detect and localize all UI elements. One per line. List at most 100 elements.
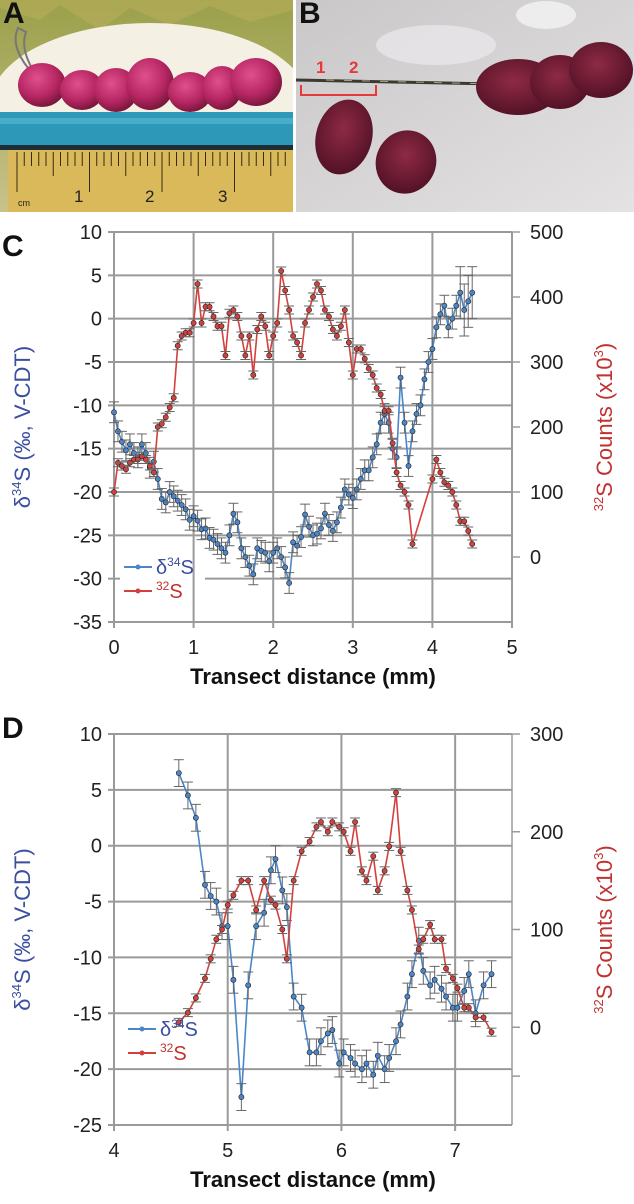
data-point xyxy=(417,402,424,409)
data-point xyxy=(224,902,231,908)
data-point xyxy=(266,352,273,359)
data-point xyxy=(230,307,237,313)
legend-marker xyxy=(139,1026,145,1032)
data-point xyxy=(262,323,269,330)
data-point xyxy=(134,456,141,463)
y2-tick-label: 500 xyxy=(530,222,563,244)
data-point xyxy=(111,489,117,495)
photo-b-image: 1 2 xyxy=(296,0,634,212)
data-point xyxy=(404,993,411,1000)
data-point xyxy=(443,965,449,972)
data-point xyxy=(272,856,279,863)
data-point xyxy=(226,310,233,317)
data-point xyxy=(465,298,472,305)
data-point xyxy=(369,372,376,378)
data-point xyxy=(461,988,468,994)
data-point xyxy=(150,469,157,476)
data-point xyxy=(345,491,352,498)
x-tick-label: 5 xyxy=(222,1140,233,1162)
data-point xyxy=(290,993,297,1000)
data-point xyxy=(318,287,324,294)
y-axis-title: δ34S (‰, V-CDT) xyxy=(9,848,35,1010)
panel-letter-c: C xyxy=(2,230,24,263)
data-point xyxy=(202,525,209,532)
data-point xyxy=(438,936,445,943)
data-point xyxy=(213,936,220,943)
data-point xyxy=(480,982,487,989)
data-point xyxy=(261,877,268,884)
y2-tick-label: 0 xyxy=(530,547,541,569)
data-point xyxy=(393,1038,399,1045)
data-point xyxy=(298,534,304,540)
data-point xyxy=(488,1029,495,1036)
data-point xyxy=(314,530,320,537)
data-point xyxy=(253,907,260,913)
data-point xyxy=(318,1038,324,1045)
data-point xyxy=(374,887,381,894)
data-point xyxy=(185,1009,191,1016)
y-tick-label: -25 xyxy=(73,525,102,547)
data-point xyxy=(111,409,117,416)
ruler-label-3: 3 xyxy=(218,187,227,206)
data-point xyxy=(115,459,121,466)
data-point xyxy=(202,881,208,888)
data-point xyxy=(158,496,165,502)
data-point xyxy=(381,867,388,874)
data-point xyxy=(282,287,289,294)
y-tick-label: -20 xyxy=(73,482,102,504)
data-point xyxy=(363,877,370,884)
data-point xyxy=(250,571,257,578)
data-point xyxy=(465,971,472,978)
legend-label: 32S xyxy=(156,579,183,603)
data-point xyxy=(370,853,377,860)
data-point xyxy=(397,848,404,855)
data-point xyxy=(357,346,364,352)
data-point xyxy=(154,424,161,430)
data-point xyxy=(415,946,422,952)
data-point xyxy=(202,975,208,982)
chart-c: 10 5 0 -5 -10 -15 -20 -25 -30 -35 0 1 2 3 4 5 500 400 300 2… xyxy=(9,222,617,689)
y2-tick-label: 200 xyxy=(530,822,563,844)
data-point xyxy=(393,469,400,476)
x-axis-title: Transect distance (mm) xyxy=(190,664,436,689)
data-point xyxy=(162,414,169,421)
data-point xyxy=(336,823,343,830)
ruler-label-2: 2 xyxy=(145,187,154,206)
data-point xyxy=(238,1094,245,1100)
data-point xyxy=(146,463,153,469)
data-point xyxy=(347,848,354,855)
bead xyxy=(230,58,282,106)
data-point xyxy=(326,522,332,528)
data-point xyxy=(340,1049,347,1056)
data-point xyxy=(457,289,464,296)
data-point xyxy=(138,453,145,460)
data-point xyxy=(397,1021,404,1028)
data-point xyxy=(238,333,245,339)
data-point xyxy=(427,982,434,989)
data-point xyxy=(341,307,348,313)
y-tick-label: 0 xyxy=(91,836,102,858)
data-point xyxy=(461,518,468,525)
legend-marker xyxy=(135,588,141,594)
data-point xyxy=(190,513,197,520)
photo-panel-b: 1 2 B xyxy=(296,0,634,212)
data-point xyxy=(210,313,217,320)
data-point xyxy=(170,394,177,401)
x-tick-label: 6 xyxy=(336,1140,347,1162)
data-point xyxy=(409,971,415,978)
data-point xyxy=(194,281,201,287)
panel-letter-b: B xyxy=(299,0,321,30)
data-point xyxy=(441,479,448,486)
data-point xyxy=(329,819,336,825)
data-point xyxy=(341,486,348,493)
data-point xyxy=(166,404,173,411)
legend-label: δ34S xyxy=(160,1017,198,1041)
data-point xyxy=(298,848,305,855)
data-point xyxy=(154,476,161,482)
data-point xyxy=(294,339,300,346)
data-point xyxy=(313,823,320,830)
legend-marker xyxy=(139,1050,145,1056)
data-point xyxy=(253,923,260,930)
data-point xyxy=(373,441,380,448)
data-point xyxy=(449,489,456,495)
